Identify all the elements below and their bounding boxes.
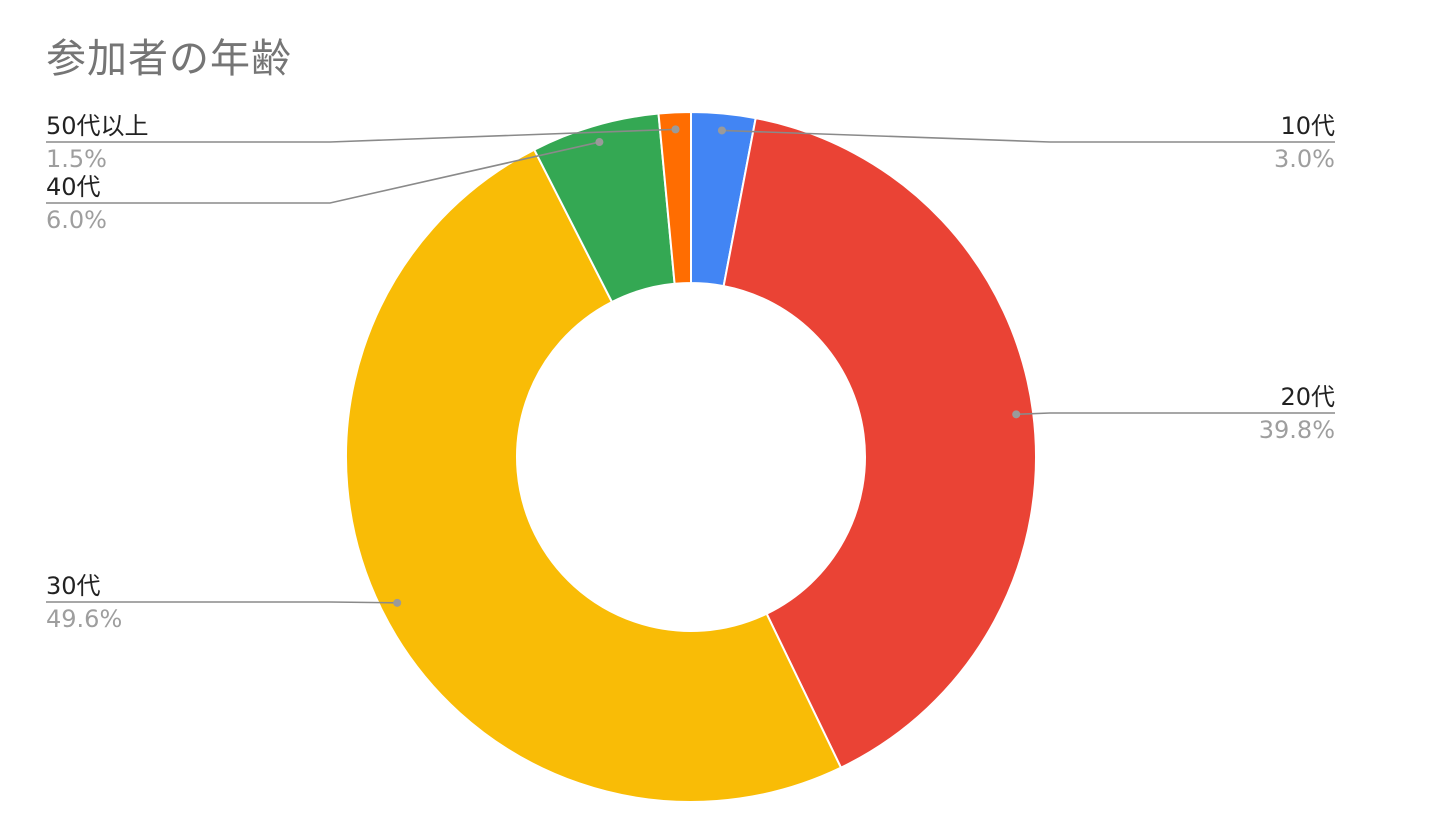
slice-1-leader-dot bbox=[717, 126, 726, 135]
slice-1-percent: 3.0% bbox=[1274, 145, 1335, 173]
slice-2-leader-dot bbox=[1012, 410, 1021, 419]
slice-4-percent: 6.0% bbox=[46, 206, 107, 234]
slice-5-label: 50代以上 bbox=[46, 112, 149, 140]
slice-1-label: 10代 bbox=[1280, 112, 1335, 140]
slice-4-label: 40代 bbox=[46, 173, 101, 201]
slice-2-label: 20代 bbox=[1280, 383, 1335, 411]
slice-4-leader-line bbox=[46, 141, 600, 204]
leader-lines bbox=[46, 125, 1335, 607]
slice-4-leader-dot bbox=[595, 138, 604, 147]
chart-title: 参加者の年齢 bbox=[46, 36, 292, 82]
slice-3-wedge[interactable] bbox=[345, 148, 843, 803]
slice-2-wedge[interactable] bbox=[722, 116, 1037, 770]
slice-3-label: 30代 bbox=[46, 572, 101, 600]
slice-3-percent: 49.6% bbox=[46, 605, 122, 633]
slice-3-leader-dot bbox=[393, 598, 402, 607]
slice-5-percent: 1.5% bbox=[46, 145, 107, 173]
slice-3-leader-line bbox=[46, 601, 398, 604]
slice-5-wedge[interactable] bbox=[657, 110, 692, 285]
donut-slices bbox=[345, 110, 1037, 803]
slice-5-leader-dot bbox=[671, 125, 680, 134]
slice-labels: 10代 3.0% 20代 39.8% 30代 49.6% 40代 6.0% 50代以上 1.5% bbox=[46, 112, 1335, 633]
slice-5-leader-line bbox=[46, 128, 676, 143]
slice-2-leader-line bbox=[1016, 412, 1335, 416]
slice-1-leader-line bbox=[721, 129, 1335, 143]
slice-2-percent: 39.8% bbox=[1259, 416, 1335, 444]
